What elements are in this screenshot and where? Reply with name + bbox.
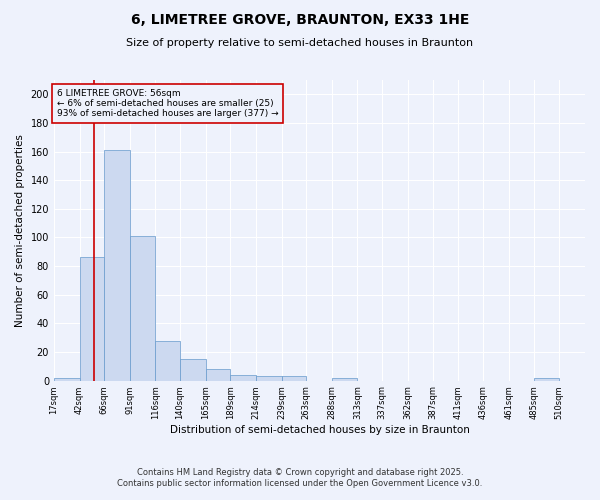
Text: Size of property relative to semi-detached houses in Braunton: Size of property relative to semi-detach… — [127, 38, 473, 48]
Bar — [230, 375, 256, 380]
Y-axis label: Number of semi-detached properties: Number of semi-detached properties — [15, 134, 25, 326]
Bar — [332, 378, 358, 380]
Bar — [104, 150, 130, 380]
X-axis label: Distribution of semi-detached houses by size in Braunton: Distribution of semi-detached houses by … — [170, 425, 469, 435]
Bar — [534, 378, 559, 380]
Text: 6 LIMETREE GROVE: 56sqm
← 6% of semi-detached houses are smaller (25)
93% of sem: 6 LIMETREE GROVE: 56sqm ← 6% of semi-det… — [57, 88, 278, 118]
Bar — [80, 258, 104, 380]
Text: 6, LIMETREE GROVE, BRAUNTON, EX33 1HE: 6, LIMETREE GROVE, BRAUNTON, EX33 1HE — [131, 12, 469, 26]
Bar — [180, 359, 206, 380]
Bar — [206, 369, 230, 380]
Bar — [54, 378, 80, 380]
Bar — [256, 376, 281, 380]
Text: Contains HM Land Registry data © Crown copyright and database right 2025.
Contai: Contains HM Land Registry data © Crown c… — [118, 468, 482, 487]
Bar — [130, 236, 155, 380]
Bar — [155, 340, 180, 380]
Bar — [281, 376, 306, 380]
